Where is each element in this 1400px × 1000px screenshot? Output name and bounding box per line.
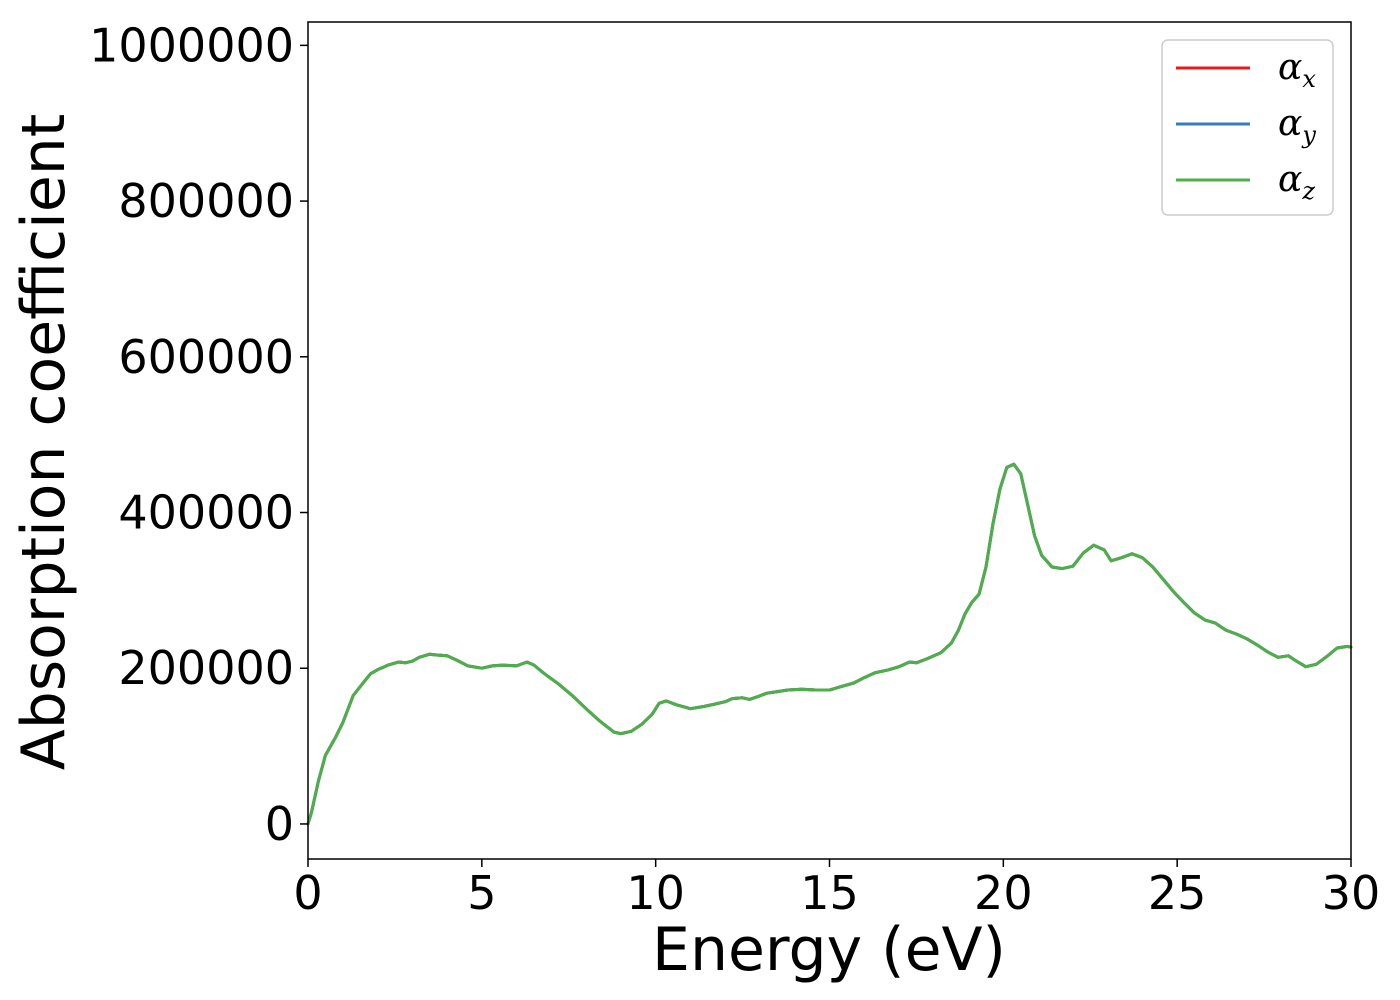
y-tick-label: 1000000 — [89, 18, 294, 72]
x-tick-label: 20 — [974, 866, 1033, 920]
series-layer — [306, 462, 1353, 826]
x-axis-label: Energy (eV) — [652, 915, 1006, 985]
y-tick-label: 600000 — [118, 330, 294, 384]
y-axis-ticks: 0 200000 400000 600000 800000 1000000 — [89, 18, 308, 851]
legend-label-subscript: z — [1301, 177, 1315, 205]
x-tick-label: 30 — [1322, 866, 1381, 920]
y-tick-label: 800000 — [118, 174, 294, 228]
series-line-3 — [306, 462, 1353, 826]
x-tick-label: 25 — [1148, 866, 1207, 920]
x-tick-label: 0 — [293, 866, 322, 920]
legend-label: αz — [1278, 159, 1315, 205]
series-line-2 — [306, 462, 1353, 826]
series-line-1 — [306, 462, 1353, 826]
x-tick-label: 5 — [467, 866, 496, 920]
legend-label-subscript: x — [1302, 65, 1316, 93]
legend-label-subscript: y — [1301, 121, 1316, 149]
x-tick-label: 15 — [800, 866, 859, 920]
y-tick-label: 0 — [265, 797, 294, 851]
x-tick-label: 10 — [626, 866, 685, 920]
y-tick-label: 400000 — [118, 486, 294, 540]
y-axis-label: Absorption coefficient — [9, 114, 79, 771]
legend-box — [1161, 39, 1334, 216]
y-tick-label: 200000 — [118, 641, 294, 695]
x-axis-ticks: 0 5 10 15 20 25 30 — [293, 859, 1380, 920]
